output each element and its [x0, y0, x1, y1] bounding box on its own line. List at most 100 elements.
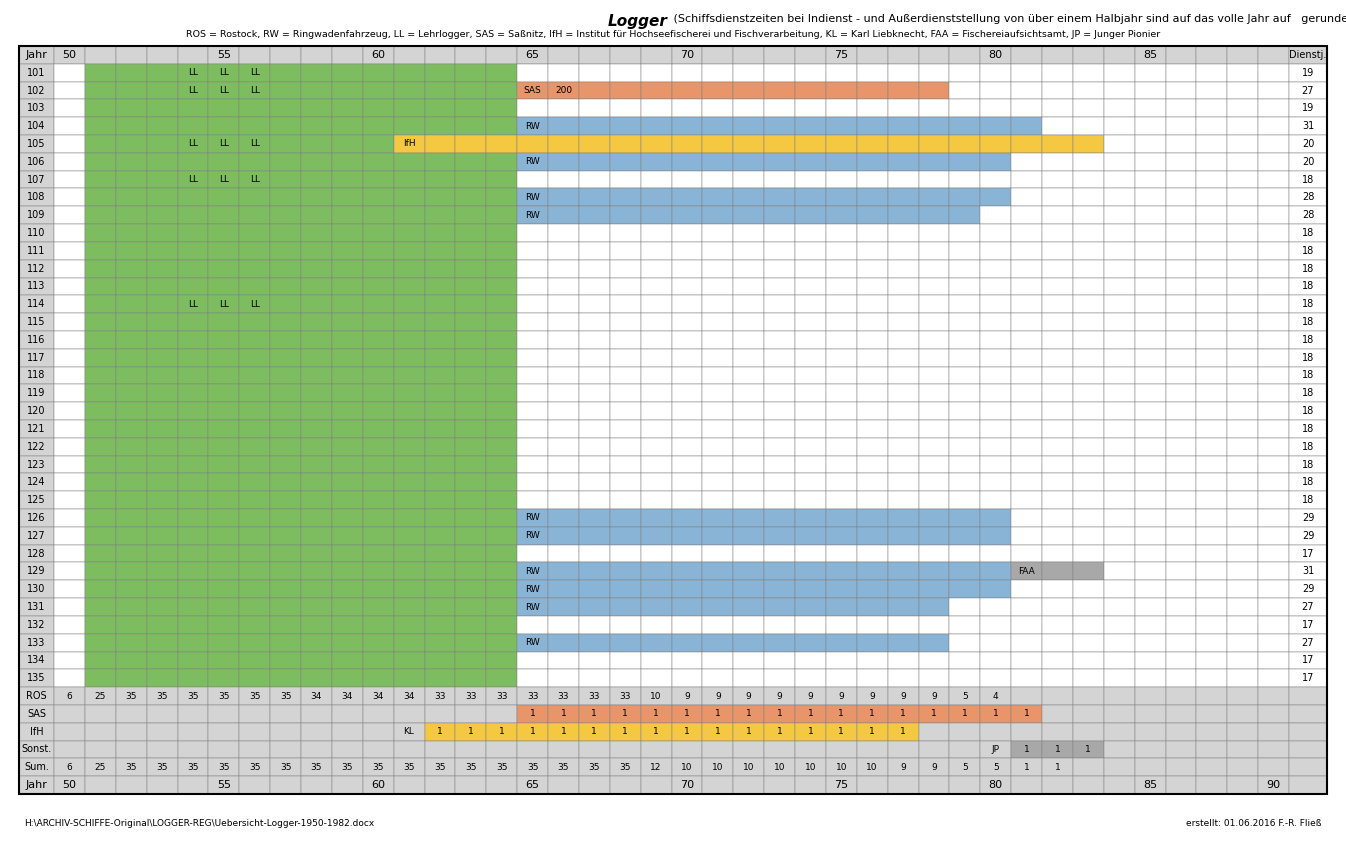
Bar [734, 171, 765, 189]
Bar [455, 509, 486, 527]
Bar [672, 776, 703, 794]
Bar [887, 740, 918, 759]
Bar [363, 171, 393, 189]
Bar [147, 153, 178, 171]
Text: 135: 135 [27, 673, 46, 683]
Bar [949, 385, 980, 402]
Bar [147, 491, 178, 509]
Bar [1011, 474, 1042, 491]
Bar [240, 598, 271, 616]
Bar [85, 100, 116, 117]
Bar [1104, 224, 1135, 242]
Bar [116, 527, 147, 545]
Text: 34: 34 [311, 692, 322, 701]
Bar [641, 100, 672, 117]
Bar [178, 242, 209, 260]
Bar [980, 260, 1011, 277]
Text: 1: 1 [1024, 745, 1030, 754]
Bar [826, 224, 857, 242]
Bar [703, 171, 734, 189]
Text: LL: LL [250, 86, 260, 95]
Bar [178, 277, 209, 295]
Bar [980, 527, 1011, 545]
Bar [641, 117, 672, 135]
Bar [795, 277, 826, 295]
Bar [826, 545, 857, 563]
Bar [1197, 366, 1228, 385]
Text: 1: 1 [993, 709, 999, 719]
Bar [1104, 117, 1135, 135]
Bar [1259, 723, 1289, 740]
Bar [1259, 776, 1289, 794]
Bar [302, 420, 332, 438]
Bar [209, 474, 240, 491]
Bar [116, 385, 147, 402]
Bar [1228, 545, 1259, 563]
Bar [980, 474, 1011, 491]
Bar [641, 438, 672, 456]
Bar [332, 598, 363, 616]
Bar [1197, 349, 1228, 366]
Bar [703, 669, 734, 687]
Bar [424, 456, 455, 474]
Bar [703, 224, 734, 242]
Bar [54, 491, 85, 509]
Text: 106: 106 [27, 157, 46, 167]
Bar [517, 331, 548, 349]
Text: 1: 1 [777, 709, 782, 719]
Text: 17: 17 [1302, 548, 1314, 559]
Bar [703, 651, 734, 669]
Bar [887, 64, 918, 81]
Bar [178, 189, 209, 206]
Text: 19: 19 [1302, 103, 1314, 113]
Bar [1289, 117, 1327, 135]
Bar [332, 723, 363, 740]
Bar [271, 313, 302, 331]
Bar [116, 402, 147, 420]
Text: 25: 25 [94, 763, 106, 772]
Bar [703, 242, 734, 260]
Bar [302, 402, 332, 420]
Bar [641, 385, 672, 402]
Bar [703, 598, 734, 616]
Bar [1135, 527, 1166, 545]
Bar [641, 705, 672, 723]
Bar [672, 100, 703, 117]
Text: 128: 128 [27, 548, 46, 559]
Bar [672, 438, 703, 456]
Bar [19, 651, 54, 669]
Bar [734, 224, 765, 242]
Bar [116, 366, 147, 385]
Bar [887, 242, 918, 260]
Bar [424, 651, 455, 669]
Bar [918, 456, 949, 474]
Bar [765, 402, 795, 420]
Bar [795, 545, 826, 563]
Bar [826, 687, 857, 705]
Bar [1166, 81, 1197, 100]
Bar [1166, 153, 1197, 171]
Bar [363, 64, 393, 81]
Bar [1197, 331, 1228, 349]
Bar [887, 402, 918, 420]
Bar [116, 776, 147, 794]
Bar [857, 527, 887, 545]
Bar [85, 759, 116, 776]
Bar [1104, 740, 1135, 759]
Bar [455, 260, 486, 277]
Bar [19, 385, 54, 402]
Text: 1: 1 [530, 727, 536, 736]
Bar [548, 385, 579, 402]
Bar [641, 277, 672, 295]
Bar [85, 349, 116, 366]
Bar [209, 759, 240, 776]
Bar [826, 598, 857, 616]
Bar [610, 598, 641, 616]
Bar [1135, 474, 1166, 491]
Bar [116, 491, 147, 509]
Bar [455, 616, 486, 634]
Text: LL: LL [250, 68, 260, 77]
Text: 127: 127 [27, 531, 46, 540]
Bar [703, 759, 734, 776]
Bar [857, 509, 887, 527]
